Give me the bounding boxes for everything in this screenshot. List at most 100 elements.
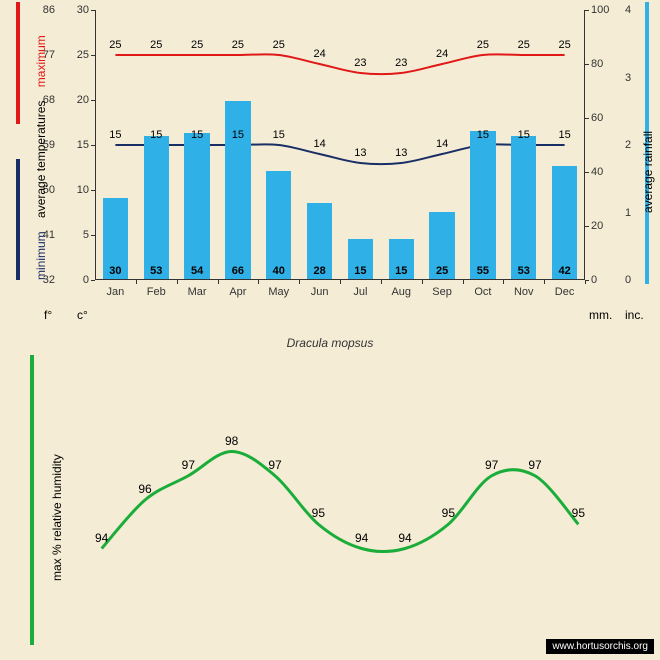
month-label: Jun: [311, 280, 329, 298]
temperature-axis-title: minimum average temperatures maximum: [34, 35, 48, 280]
max-temp-line: [115, 54, 564, 74]
humidity-colorbar: [30, 355, 34, 645]
month-label: Jul: [353, 280, 367, 298]
in-tick-label: 3: [625, 72, 631, 84]
chart-container: { "subtitle": "Dracula mopsus", "waterma…: [0, 0, 660, 660]
humidity-value: 98: [225, 433, 238, 447]
rainfall-value: 15: [354, 265, 366, 277]
humidity-value: 97: [485, 458, 498, 472]
max-temp-value: 23: [395, 57, 407, 69]
unit-mm: mm.: [589, 308, 612, 322]
min-colorbar: [16, 159, 20, 281]
humidity-value: 94: [398, 530, 411, 544]
min-temp-value: 15: [232, 129, 244, 141]
month-label: Oct: [474, 280, 491, 298]
in-tick-label: 4: [625, 4, 631, 16]
f-tick-label: 86: [43, 4, 55, 16]
humidity-value: 97: [182, 458, 195, 472]
c-tick-label: 10: [77, 184, 95, 196]
rainfall-bar: 53: [511, 136, 536, 279]
rainfall-bar: 15: [348, 239, 373, 280]
rainfall-value: 55: [477, 265, 489, 277]
humidity-value: 95: [572, 506, 585, 520]
min-temp-value: 15: [273, 129, 285, 141]
max-temp-value: 25: [273, 39, 285, 51]
month-label: Nov: [514, 280, 534, 298]
max-temp-value: 25: [109, 39, 121, 51]
title-maximum: maximum: [34, 35, 48, 87]
min-temp-value: 13: [354, 147, 366, 159]
c-tick-label: 25: [77, 49, 95, 61]
rainfall-value: 53: [150, 265, 162, 277]
rainfall-value: 15: [395, 265, 407, 277]
rainfall-value: 54: [191, 265, 203, 277]
max-temp-value: 25: [150, 39, 162, 51]
month-label: Sep: [432, 280, 452, 298]
min-temp-value: 15: [150, 129, 162, 141]
rainfall-bar: 30: [103, 198, 128, 279]
rainfall-axis-title: average rainfall: [641, 130, 655, 212]
humidity-value: 97: [528, 458, 541, 472]
humidity-value: 95: [312, 506, 325, 520]
month-label: Dec: [555, 280, 575, 298]
month-label: Mar: [188, 280, 207, 298]
in-tick-label: 0: [625, 274, 631, 286]
source-watermark: www.hortusorchis.org: [546, 639, 654, 654]
max-temp-value: 23: [354, 57, 366, 69]
rainfall-bar: 42: [552, 166, 577, 279]
in-tick-label: 1: [625, 207, 631, 219]
humidity-value: 94: [355, 530, 368, 544]
mm-tick-label: 80: [585, 58, 603, 70]
max-temp-value: 25: [518, 39, 530, 51]
title-minimum: minimum: [34, 231, 48, 280]
rainfall-bar: 54: [184, 133, 209, 279]
min-temp-value: 15: [191, 129, 203, 141]
humidity-value: 97: [268, 458, 281, 472]
month-label: Apr: [229, 280, 246, 298]
max-colorbar: [16, 2, 20, 124]
rainfall-value: 53: [518, 265, 530, 277]
max-temp-value: 25: [558, 39, 570, 51]
title-avg-temp: average temperatures: [34, 101, 48, 218]
mm-tick-label: 60: [585, 112, 603, 124]
min-temp-value: 14: [436, 138, 448, 150]
month-label: Feb: [147, 280, 166, 298]
min-temp-value: 15: [518, 129, 530, 141]
rainfall-bar: 15: [389, 239, 414, 280]
month-label: Jan: [107, 280, 125, 298]
rainfall-value: 28: [313, 265, 325, 277]
humidity-line-svg: [80, 385, 600, 615]
mm-tick-label: 40: [585, 166, 603, 178]
max-temp-value: 24: [313, 48, 325, 60]
min-temp-value: 15: [558, 129, 570, 141]
temperature-rainfall-chart: 0510152025303241505968778602040608010001…: [95, 10, 585, 280]
rainfall-bar: 25: [429, 212, 454, 280]
rainfall-bar: 55: [470, 131, 495, 280]
rainfall-value: 25: [436, 265, 448, 277]
rainfall-value: 30: [109, 265, 121, 277]
min-temp-value: 15: [477, 129, 489, 141]
rainfall-value: 66: [232, 265, 244, 277]
c-tick-label: 15: [77, 139, 95, 151]
unit-inches: inc.: [625, 308, 644, 322]
in-tick-label: 2: [625, 139, 631, 151]
min-temp-line: [115, 144, 564, 164]
c-tick-label: 0: [83, 274, 95, 286]
month-label: Aug: [391, 280, 411, 298]
humidity-value: 95: [442, 506, 455, 520]
humidity-chart: 949697989795949495979795: [80, 385, 600, 615]
rainfall-bar: 40: [266, 171, 291, 279]
mm-tick-label: 100: [585, 4, 609, 16]
humidity-value: 96: [138, 482, 151, 496]
rainfall-bar: 66: [225, 101, 250, 279]
min-temp-value: 14: [313, 138, 325, 150]
min-temp-value: 15: [109, 129, 121, 141]
max-temp-value: 25: [232, 39, 244, 51]
rainfall-value: 40: [273, 265, 285, 277]
c-tick-label: 30: [77, 4, 95, 16]
c-tick-label: 20: [77, 94, 95, 106]
mm-tick-label: 20: [585, 220, 603, 232]
rainfall-bar: 28: [307, 203, 332, 279]
max-temp-value: 24: [436, 48, 448, 60]
min-temp-value: 13: [395, 147, 407, 159]
